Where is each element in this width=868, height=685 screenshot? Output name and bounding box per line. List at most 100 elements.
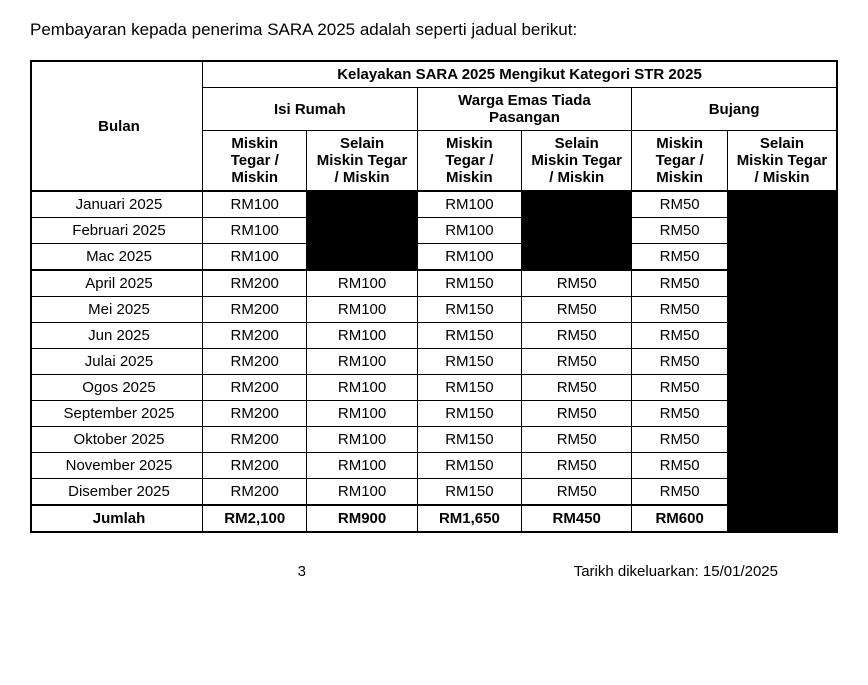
cell-c1a: RM200 bbox=[203, 427, 307, 453]
table-row: Jun 2025RM200RM100RM150RM50RM50 bbox=[31, 323, 837, 349]
cell-c1a: RM100 bbox=[203, 244, 307, 271]
sub-1b: Selain Miskin Tegar / Miskin bbox=[307, 131, 417, 192]
cell-c3a: RM50 bbox=[632, 191, 728, 218]
cell-c1b: RM100 bbox=[307, 479, 417, 506]
cell-c1b-blk bbox=[307, 191, 417, 270]
cell-c1b: RM100 bbox=[307, 270, 417, 297]
cell-month: Oktober 2025 bbox=[31, 427, 203, 453]
cell-c2a: RM100 bbox=[417, 191, 521, 218]
table-row: Februari 2025RM100RM100RM50 bbox=[31, 218, 837, 244]
header-bulan: Bulan bbox=[31, 61, 203, 191]
cell-c1b: RM100 bbox=[307, 297, 417, 323]
header-warga: Warga Emas Tiada Pasangan bbox=[417, 88, 632, 131]
cell-c3a: RM50 bbox=[632, 375, 728, 401]
cell-c2a: RM150 bbox=[417, 375, 521, 401]
cell-c2b: RM50 bbox=[522, 479, 632, 506]
cell-c2a: RM150 bbox=[417, 401, 521, 427]
cell-c3a: RM50 bbox=[632, 270, 728, 297]
sub-3a: Miskin Tegar / Miskin bbox=[632, 131, 728, 192]
cell-c3a: RM50 bbox=[632, 427, 728, 453]
cell-c3a: RM50 bbox=[632, 453, 728, 479]
issue-date: Tarikh dikeluarkan: 15/01/2025 bbox=[574, 563, 778, 580]
cell-total-c3a: RM600 bbox=[632, 505, 728, 532]
cell-c1a: RM200 bbox=[203, 479, 307, 506]
cell-c1a: RM200 bbox=[203, 297, 307, 323]
cell-c3a: RM50 bbox=[632, 218, 728, 244]
cell-month: Julai 2025 bbox=[31, 349, 203, 375]
cell-c2b: RM50 bbox=[522, 375, 632, 401]
cell-c2a: RM100 bbox=[417, 218, 521, 244]
cell-c2a: RM150 bbox=[417, 270, 521, 297]
cell-c3a: RM50 bbox=[632, 297, 728, 323]
cell-c2b: RM50 bbox=[522, 349, 632, 375]
cell-c2a: RM150 bbox=[417, 297, 521, 323]
footer: 3 Tarikh dikeluarkan: 15/01/2025 bbox=[30, 563, 838, 580]
cell-c2a: RM150 bbox=[417, 479, 521, 506]
cell-month: Mei 2025 bbox=[31, 297, 203, 323]
cell-c1a: RM200 bbox=[203, 323, 307, 349]
cell-month: Februari 2025 bbox=[31, 218, 203, 244]
cell-c1b: RM100 bbox=[307, 323, 417, 349]
cell-c3a: RM50 bbox=[632, 244, 728, 271]
table-row: April 2025RM200RM100RM150RM50RM50 bbox=[31, 270, 837, 297]
cell-c1a: RM100 bbox=[203, 218, 307, 244]
cell-c2a: RM150 bbox=[417, 427, 521, 453]
table-row: Mac 2025RM100RM100RM50 bbox=[31, 244, 837, 271]
sub-1a: Miskin Tegar / Miskin bbox=[203, 131, 307, 192]
cell-month: Mac 2025 bbox=[31, 244, 203, 271]
table-row: November 2025RM200RM100RM150RM50RM50 bbox=[31, 453, 837, 479]
cell-c1b: RM100 bbox=[307, 375, 417, 401]
page-number: 3 bbox=[30, 563, 574, 580]
cell-c2b: RM50 bbox=[522, 270, 632, 297]
cell-total-m: Jumlah bbox=[31, 505, 203, 532]
header-main: Kelayakan SARA 2025 Mengikut Kategori ST… bbox=[203, 61, 838, 88]
table-row-total: JumlahRM2,100RM900RM1,650RM450RM600 bbox=[31, 505, 837, 532]
table-row: Ogos 2025RM200RM100RM150RM50RM50 bbox=[31, 375, 837, 401]
cell-total-c2b: RM450 bbox=[522, 505, 632, 532]
cell-c2b-blk bbox=[522, 191, 632, 270]
cell-c3a: RM50 bbox=[632, 349, 728, 375]
cell-month: Januari 2025 bbox=[31, 191, 203, 218]
cell-month: Ogos 2025 bbox=[31, 375, 203, 401]
cell-c2b: RM50 bbox=[522, 427, 632, 453]
cell-c1a: RM200 bbox=[203, 375, 307, 401]
cell-month: Jun 2025 bbox=[31, 323, 203, 349]
table-row: Julai 2025RM200RM100RM150RM50RM50 bbox=[31, 349, 837, 375]
cell-month: April 2025 bbox=[31, 270, 203, 297]
cell-c1b: RM100 bbox=[307, 401, 417, 427]
cell-c2b: RM50 bbox=[522, 401, 632, 427]
cell-c1a: RM200 bbox=[203, 401, 307, 427]
cell-c3a: RM50 bbox=[632, 323, 728, 349]
cell-c2a: RM150 bbox=[417, 323, 521, 349]
cell-c1a: RM200 bbox=[203, 349, 307, 375]
table-row: Mei 2025RM200RM100RM150RM50RM50 bbox=[31, 297, 837, 323]
table-row: Oktober 2025RM200RM100RM150RM50RM50 bbox=[31, 427, 837, 453]
cell-c3b-blk bbox=[727, 191, 837, 532]
sara-table: Bulan Kelayakan SARA 2025 Mengikut Kateg… bbox=[30, 60, 838, 533]
table-row: September 2025RM200RM100RM150RM50RM50 bbox=[31, 401, 837, 427]
cell-c1b: RM100 bbox=[307, 453, 417, 479]
cell-month: November 2025 bbox=[31, 453, 203, 479]
cell-c2b: RM50 bbox=[522, 323, 632, 349]
cell-c1a: RM200 bbox=[203, 270, 307, 297]
cell-month: September 2025 bbox=[31, 401, 203, 427]
cell-c3a: RM50 bbox=[632, 479, 728, 506]
cell-c2a: RM150 bbox=[417, 349, 521, 375]
cell-c2b: RM50 bbox=[522, 453, 632, 479]
sub-3b: Selain Miskin Tegar / Miskin bbox=[727, 131, 837, 192]
cell-total-c1a: RM2,100 bbox=[203, 505, 307, 532]
table-row: Januari 2025RM100RM100RM50 bbox=[31, 191, 837, 218]
cell-total-c2a: RM1,650 bbox=[417, 505, 521, 532]
cell-c2b: RM50 bbox=[522, 297, 632, 323]
cell-c1b: RM100 bbox=[307, 349, 417, 375]
sub-2a: Miskin Tegar / Miskin bbox=[417, 131, 521, 192]
intro-text: Pembayaran kepada penerima SARA 2025 ada… bbox=[30, 20, 838, 40]
cell-c1a: RM100 bbox=[203, 191, 307, 218]
header-isirumah: Isi Rumah bbox=[203, 88, 418, 131]
table-row: Disember 2025RM200RM100RM150RM50RM50 bbox=[31, 479, 837, 506]
cell-c1b: RM100 bbox=[307, 427, 417, 453]
sub-2b: Selain Miskin Tegar / Miskin bbox=[522, 131, 632, 192]
cell-c3a: RM50 bbox=[632, 401, 728, 427]
header-bujang: Bujang bbox=[632, 88, 837, 131]
cell-month: Disember 2025 bbox=[31, 479, 203, 506]
